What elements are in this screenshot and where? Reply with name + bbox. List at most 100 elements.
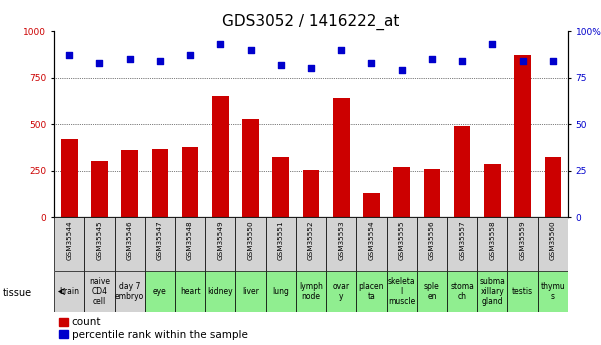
Bar [484, 164, 501, 217]
Point [548, 58, 558, 63]
Bar [175, 271, 205, 312]
Bar [538, 217, 568, 271]
Bar [54, 271, 84, 312]
Bar [84, 271, 115, 312]
Text: GSM35553: GSM35553 [338, 220, 344, 260]
Point [427, 56, 437, 62]
Bar [333, 98, 350, 217]
Point [216, 41, 225, 47]
Text: GSM35548: GSM35548 [187, 220, 193, 260]
Bar [205, 271, 236, 312]
Bar [303, 170, 319, 217]
Text: kidney: kidney [207, 287, 233, 296]
Bar [61, 139, 78, 217]
Bar [296, 271, 326, 312]
Bar [386, 217, 417, 271]
Bar [115, 271, 145, 312]
Bar [266, 217, 296, 271]
Text: GSM35551: GSM35551 [278, 220, 284, 260]
Point [155, 58, 165, 63]
Bar [205, 217, 236, 271]
Bar [363, 193, 380, 217]
Legend: count, percentile rank within the sample: count, percentile rank within the sample [59, 317, 248, 339]
Text: GSM35549: GSM35549 [218, 220, 224, 260]
Bar [507, 271, 538, 312]
Bar [151, 149, 168, 217]
Text: lung: lung [272, 287, 289, 296]
Bar [454, 126, 471, 217]
Bar [91, 161, 108, 217]
Bar [424, 169, 441, 217]
Text: naive
CD4
cell: naive CD4 cell [89, 277, 110, 306]
Point [246, 47, 255, 52]
Bar [447, 271, 477, 312]
Point [337, 47, 346, 52]
Bar [182, 148, 198, 217]
Text: GSM35547: GSM35547 [157, 220, 163, 260]
Bar [356, 217, 386, 271]
Point [276, 62, 285, 67]
Text: GSM35556: GSM35556 [429, 220, 435, 260]
Bar [236, 271, 266, 312]
Text: stoma
ch: stoma ch [450, 282, 474, 301]
Bar [84, 217, 115, 271]
Text: tissue: tissue [3, 288, 32, 298]
Text: GSM35552: GSM35552 [308, 220, 314, 260]
Bar [417, 271, 447, 312]
Bar [296, 217, 326, 271]
Bar [326, 271, 356, 312]
Text: GSM35546: GSM35546 [127, 220, 133, 260]
Text: GSM35555: GSM35555 [398, 220, 404, 260]
Text: day 7
embryо: day 7 embryо [115, 282, 144, 301]
Point [125, 56, 135, 62]
Bar [272, 157, 289, 217]
Text: GSM35559: GSM35559 [520, 220, 526, 260]
Point [397, 67, 406, 73]
Text: sple
en: sple en [424, 282, 440, 301]
Point [64, 52, 74, 58]
Bar [175, 217, 205, 271]
Point [306, 66, 316, 71]
Bar [538, 271, 568, 312]
Bar [326, 217, 356, 271]
Text: testis: testis [512, 287, 533, 296]
Bar [394, 167, 410, 217]
Text: GSM35544: GSM35544 [66, 220, 72, 260]
Bar [447, 217, 477, 271]
Text: placen
ta: placen ta [359, 282, 384, 301]
Text: skeleta
l
muscle: skeleta l muscle [388, 277, 415, 306]
Text: GSM35550: GSM35550 [248, 220, 254, 260]
Bar [212, 96, 228, 217]
Bar [386, 271, 417, 312]
Bar [356, 271, 386, 312]
Bar [266, 271, 296, 312]
Point [367, 60, 376, 66]
Bar [545, 157, 561, 217]
Bar [121, 150, 138, 217]
Point [518, 58, 528, 63]
Point [457, 58, 467, 63]
Text: eye: eye [153, 287, 166, 296]
Text: GSM35557: GSM35557 [459, 220, 465, 260]
Bar [242, 119, 259, 217]
Title: GDS3052 / 1416222_at: GDS3052 / 1416222_at [222, 13, 400, 30]
Text: heart: heart [180, 287, 200, 296]
Bar [145, 271, 175, 312]
Bar [115, 217, 145, 271]
Bar [417, 217, 447, 271]
Text: ovar
y: ovar y [333, 282, 350, 301]
Text: GSM35558: GSM35558 [489, 220, 495, 260]
Bar [54, 217, 84, 271]
Bar [514, 55, 531, 217]
Bar [477, 271, 507, 312]
Bar [507, 217, 538, 271]
Text: GSM35560: GSM35560 [550, 220, 556, 260]
Point [94, 60, 104, 66]
Text: liver: liver [242, 287, 259, 296]
Text: lymph
node: lymph node [299, 282, 323, 301]
Text: brain: brain [59, 287, 79, 296]
Text: GSM35545: GSM35545 [96, 220, 102, 260]
Text: subma
xillary
gland: subma xillary gland [480, 277, 505, 306]
Point [185, 52, 195, 58]
Point [487, 41, 497, 47]
